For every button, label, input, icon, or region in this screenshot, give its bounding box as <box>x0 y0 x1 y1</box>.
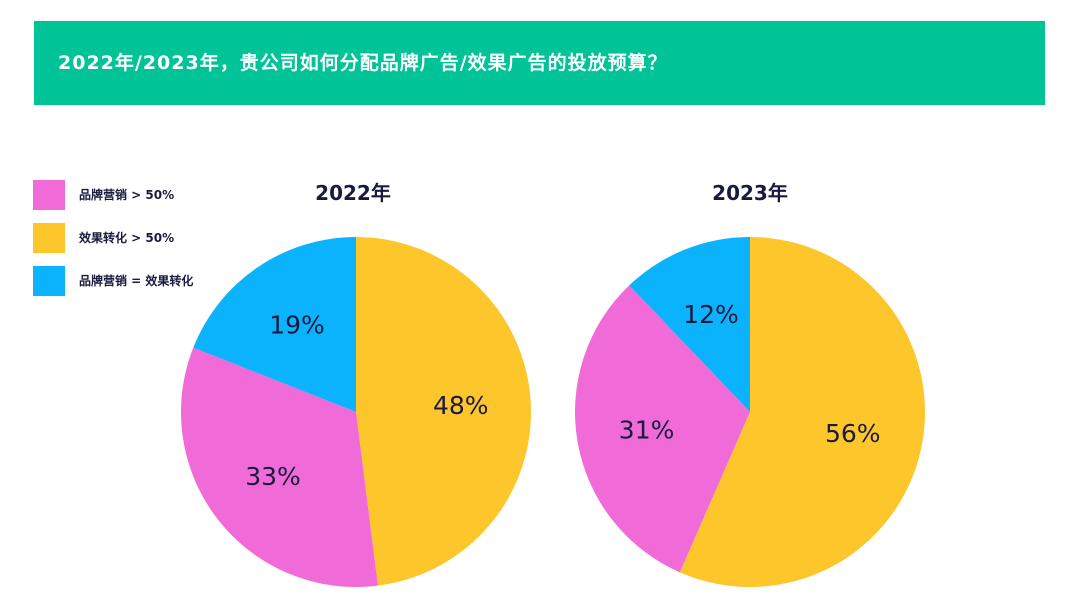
slice-equal-2022 <box>193 237 356 412</box>
legend-swatch-brand <box>33 180 65 210</box>
legend-label-equal: 品牌营销 = 效果转化 <box>79 274 194 288</box>
legend-label-brand: 品牌营销 > 50% <box>79 188 175 202</box>
slice-label-2022-2: 19% <box>269 311 325 340</box>
slice-label-2023-2: 12% <box>683 300 739 329</box>
slice-brand-2022 <box>181 347 378 587</box>
legend-swatch-equal <box>33 266 65 296</box>
slice-equal-2023 <box>629 237 750 412</box>
legend-swatch-performance <box>33 223 65 253</box>
slice-performance-2023 <box>679 237 926 587</box>
header-banner: 2022年/2023年，贵公司如何分配品牌广告/效果广告的投放预算？ <box>34 21 1045 105</box>
survey-question-title: 2022年/2023年，贵公司如何分配品牌广告/效果广告的投放预算？ <box>58 52 668 74</box>
slice-performance-2022 <box>356 237 531 586</box>
slice-label-2022-1: 33% <box>245 462 301 491</box>
slice-label-2023-1: 31% <box>619 416 675 445</box>
slice-label-2022-0: 48% <box>433 391 489 420</box>
legend-label-performance: 效果转化 > 50% <box>79 231 175 245</box>
pie-2022-title: 2022年 <box>315 181 391 205</box>
pie-2023-title: 2023年 <box>712 181 788 205</box>
slice-brand-2023 <box>575 285 750 573</box>
slice-label-2023-0: 56% <box>825 419 881 448</box>
